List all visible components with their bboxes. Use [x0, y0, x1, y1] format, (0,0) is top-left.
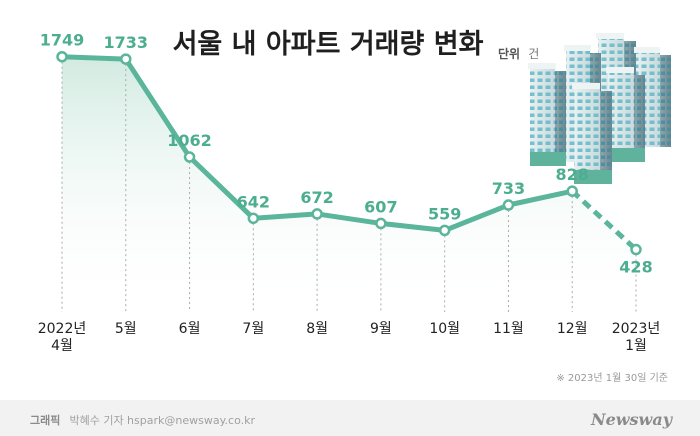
x-axis-label: 6월: [179, 321, 201, 337]
footer-credit: 그래픽 박혜수 기자 hspark@newsway.co.kr: [30, 409, 255, 428]
data-point: [438, 224, 451, 237]
x-axis-label: 2023년 1월: [612, 321, 661, 354]
unit-value: 건: [528, 47, 539, 61]
data-point: [56, 50, 68, 63]
data-point: [502, 199, 515, 211]
newsway-logo: Newsway: [590, 410, 674, 429]
data-label: 1733: [104, 33, 149, 52]
data-point: [630, 243, 642, 256]
x-axis-label: 11월: [493, 321, 524, 337]
x-axis-label: 9월: [370, 321, 392, 337]
unit-label: 단위: [498, 46, 520, 61]
x-axis-label: 7월: [242, 321, 264, 337]
reference-date-note: ※ 2023년 1월 30일 기준: [556, 372, 668, 384]
data-label: 428: [619, 258, 652, 277]
data-point: [311, 208, 323, 220]
data-points: [56, 50, 642, 256]
unit-annotation: 단위 건: [498, 43, 539, 62]
data-labels: 1749 1733 1062 642 672 607 559 733 828 428: [40, 31, 653, 277]
x-axis-label: 2022년 4월: [38, 321, 87, 354]
data-label: 672: [300, 188, 333, 207]
data-point: [247, 212, 260, 225]
footer-bar: [0, 400, 700, 436]
data-label: 733: [492, 179, 525, 198]
credit-label: 그래픽: [30, 413, 60, 427]
data-point: [375, 217, 387, 230]
x-axis-label: 12월: [557, 321, 588, 337]
credit-text: 박혜수 기자 hspark@newsway.co.kr: [69, 414, 255, 427]
chart-title: 서울 내 아파트 거래량 변화: [173, 29, 484, 60]
data-label: 642: [237, 192, 270, 211]
data-point: [566, 185, 578, 197]
x-axis-label: 10월: [429, 321, 460, 337]
x-axis-labels: 2022년 4월 5월 6월 7월 8월 9월 10월 11월 12월 2023년 1월: [38, 321, 661, 354]
apartment-buildings-illustration: [528, 33, 671, 184]
x-axis-label: 8월: [306, 321, 328, 337]
data-label: 559: [428, 204, 461, 223]
area-fill: [62, 56, 636, 312]
data-label: 828: [556, 165, 589, 184]
guide-lines: [61, 56, 637, 312]
data-label: 607: [364, 197, 397, 216]
data-label: 1749: [40, 31, 85, 50]
x-axis-label: 5월: [115, 321, 137, 337]
data-point: [183, 151, 196, 163]
data-point: [120, 53, 132, 65]
data-label: 1062: [167, 131, 212, 150]
